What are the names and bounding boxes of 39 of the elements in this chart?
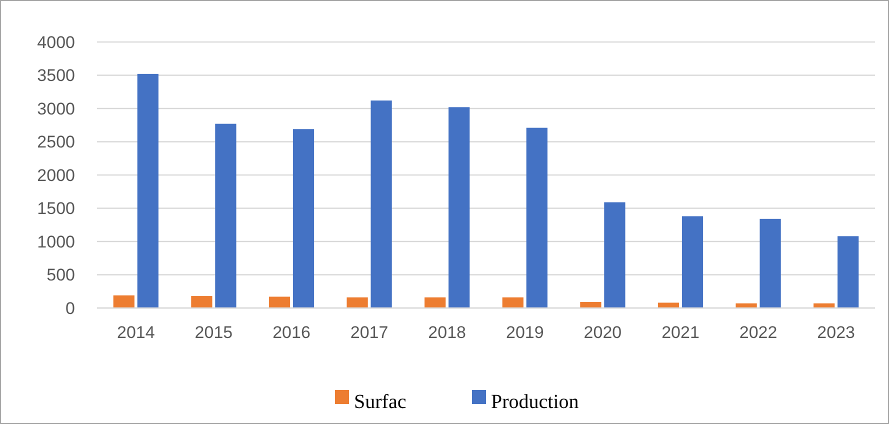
y-tick-label: 1500: [37, 199, 75, 218]
bar: [682, 216, 704, 308]
y-tick-label: 4000: [37, 32, 75, 52]
x-tick-label: 2017: [350, 323, 388, 342]
legend-label: Surfac: [354, 391, 406, 413]
x-tick-label: 2022: [739, 323, 778, 342]
bar: [346, 297, 368, 308]
x-tick-label: 2015: [194, 323, 233, 342]
bar: [502, 297, 524, 308]
x-tick-label: 2016: [272, 323, 310, 342]
bar: [137, 74, 158, 308]
x-tick-label: 2019: [506, 323, 544, 342]
bar: [191, 296, 212, 308]
bar: [292, 129, 314, 308]
bar: [760, 218, 781, 308]
bar: [604, 202, 626, 308]
bar: [838, 236, 859, 308]
bar: [268, 296, 290, 308]
y-tick-label: 0: [66, 298, 75, 318]
y-tick-label: 500: [46, 266, 75, 285]
x-tick-label: 2023: [817, 323, 856, 342]
x-tick-label: 2018: [428, 323, 466, 342]
y-tick-label: 3500: [37, 66, 75, 86]
x-tick-label: 2014: [116, 323, 155, 342]
bar: [580, 302, 602, 308]
bar: [424, 297, 446, 308]
y-tick-label: 2000: [37, 166, 75, 185]
bar: [448, 107, 470, 308]
bar: [113, 295, 134, 308]
bar: [658, 302, 680, 308]
y-tick-label: 2500: [37, 132, 75, 152]
x-tick-label: 2020: [584, 323, 622, 342]
bar: [215, 124, 236, 308]
x-tick-label: 2021: [662, 323, 700, 342]
bar: [526, 128, 548, 308]
legend-label: Production: [491, 391, 579, 413]
bar: [370, 100, 392, 308]
y-tick-label: 3000: [37, 99, 75, 118]
y-tick-label: 1000: [37, 232, 75, 252]
